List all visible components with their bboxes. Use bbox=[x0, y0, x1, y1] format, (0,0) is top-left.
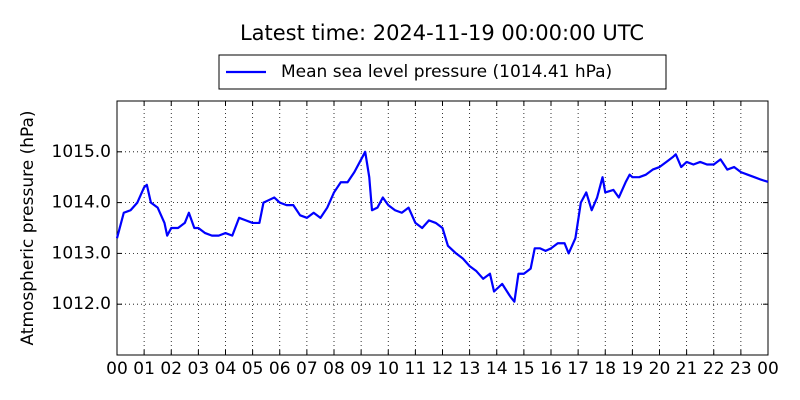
y-axis-label: Atmospheric pressure (hPa) bbox=[18, 110, 38, 345]
x-tick-label: 20 bbox=[649, 359, 671, 379]
x-tick-label: 14 bbox=[486, 359, 508, 379]
x-tick-label: 00 bbox=[757, 359, 779, 379]
x-tick-label: 17 bbox=[567, 359, 589, 379]
x-tick-label: 08 bbox=[323, 359, 345, 379]
x-tick-label: 18 bbox=[594, 359, 616, 379]
x-tick-label: 02 bbox=[160, 359, 182, 379]
legend-box bbox=[218, 54, 667, 90]
x-tick-label: 01 bbox=[133, 359, 155, 379]
x-tick-label: 21 bbox=[676, 359, 698, 379]
chart-title: Latest time: 2024-11-19 00:00:00 UTC bbox=[240, 21, 644, 45]
x-tick-label: 16 bbox=[540, 359, 562, 379]
x-tick-label: 05 bbox=[242, 359, 264, 379]
x-tick-label: 22 bbox=[703, 359, 725, 379]
legend-label: Mean sea level pressure (1014.41 hPa) bbox=[281, 62, 612, 82]
x-tick-label: 15 bbox=[513, 359, 535, 379]
y-tick-label: 1015.0 bbox=[52, 142, 111, 162]
y-tick-label: 1012.0 bbox=[52, 294, 111, 314]
x-tick-label: 12 bbox=[432, 359, 454, 379]
x-tick-label: 23 bbox=[730, 359, 752, 379]
plot-frame bbox=[116, 100, 769, 356]
x-tick-label: 11 bbox=[405, 359, 427, 379]
x-tick-label: 10 bbox=[377, 359, 399, 379]
x-tick-label: 04 bbox=[215, 359, 237, 379]
x-tick-label: 06 bbox=[269, 359, 291, 379]
x-tick-label: 13 bbox=[459, 359, 481, 379]
x-tick-label: 09 bbox=[350, 359, 372, 379]
x-tick-label: 19 bbox=[622, 359, 644, 379]
y-tick-label: 1014.0 bbox=[52, 193, 111, 213]
x-tick-label: 07 bbox=[296, 359, 318, 379]
x-tick-label: 00 bbox=[106, 359, 128, 379]
y-tick-label: 1013.0 bbox=[52, 243, 111, 263]
data-line bbox=[115, 150, 769, 303]
x-tick-label: 03 bbox=[188, 359, 210, 379]
